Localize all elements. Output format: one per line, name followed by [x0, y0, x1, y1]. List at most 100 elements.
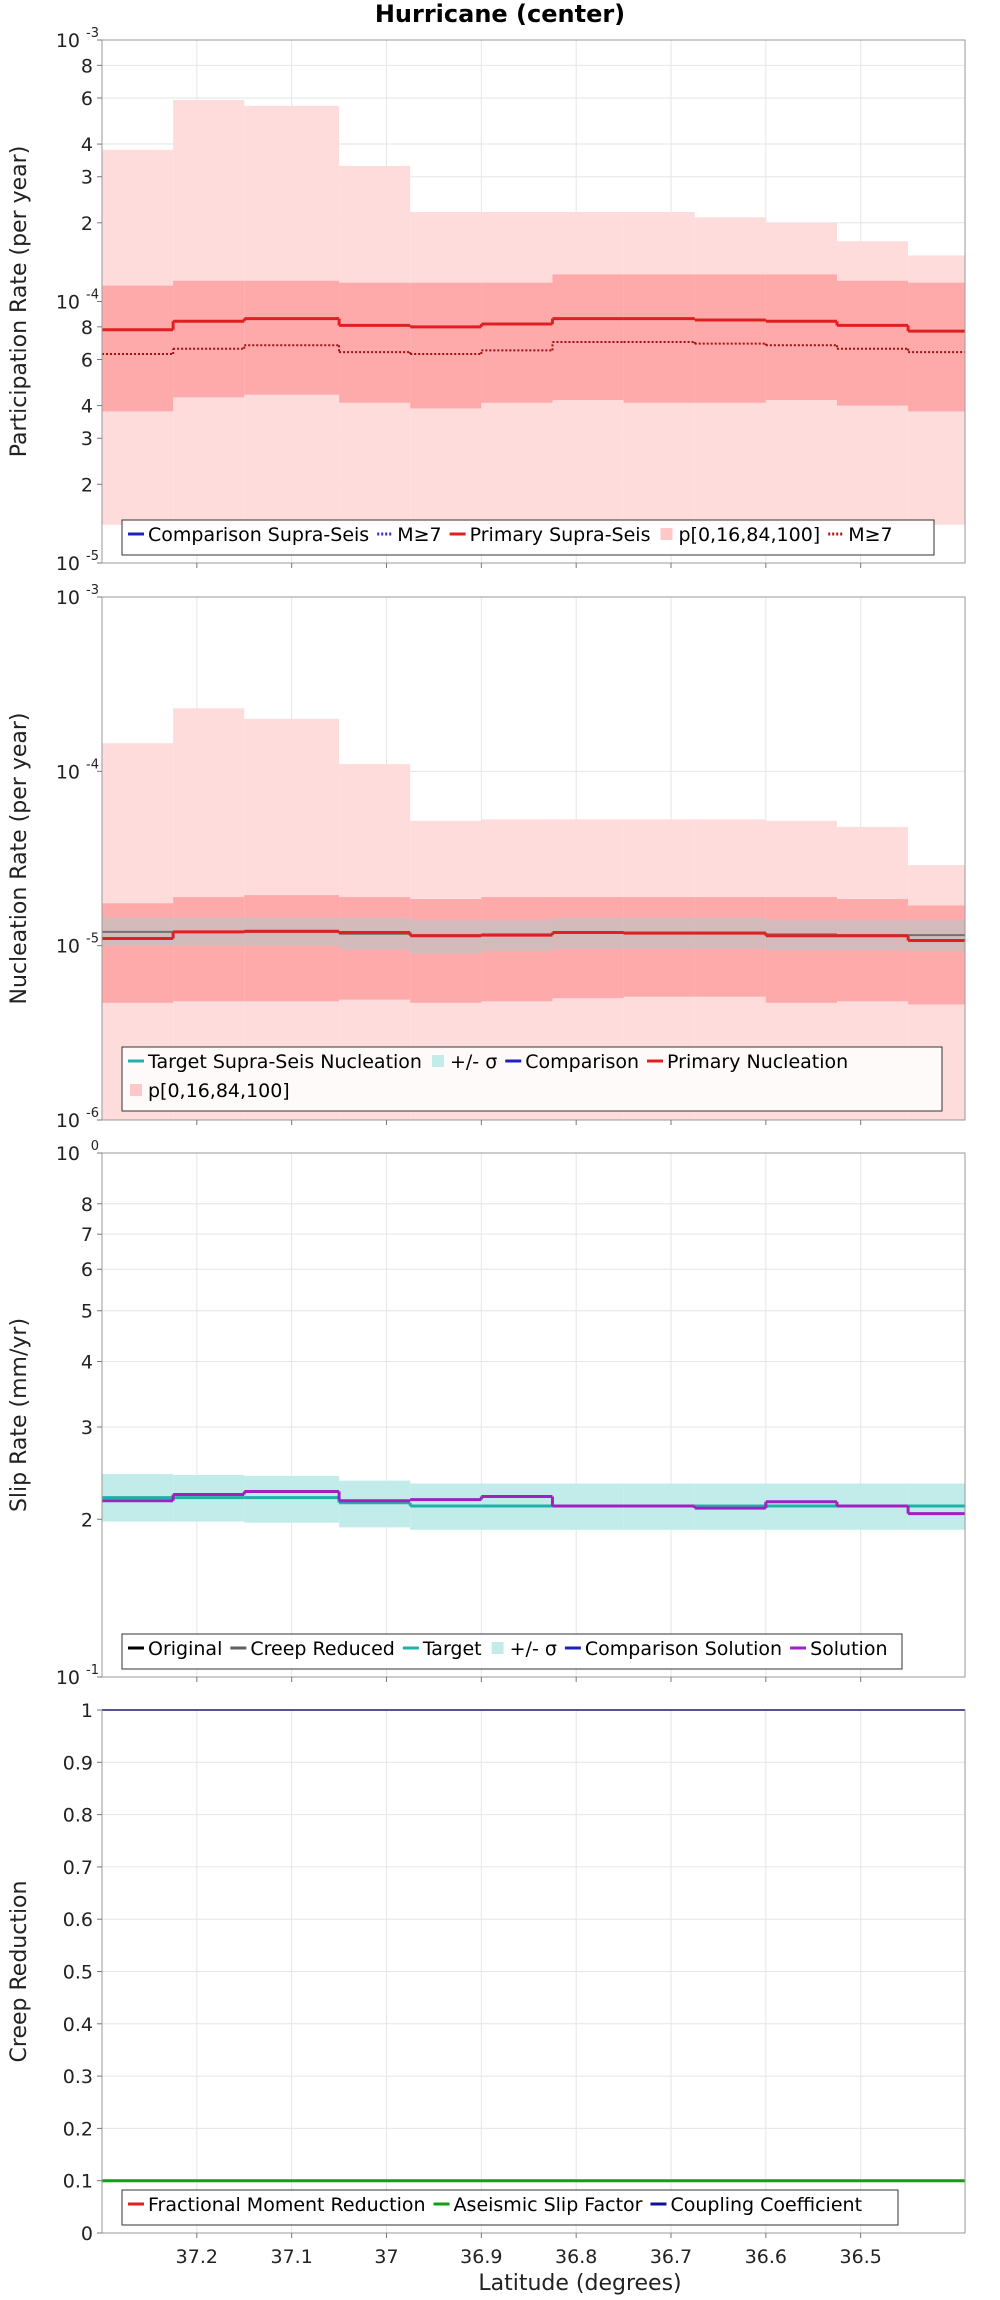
y-tick-label: 0.5: [63, 1962, 93, 1984]
y-tick-label: 10: [56, 761, 80, 783]
plot-frame: [101, 1152, 966, 1678]
x-tick-label: 36.6: [745, 2246, 787, 2268]
y-tick-label: 5: [81, 1301, 93, 1323]
y-tick-label: 0.6: [63, 1909, 93, 1931]
y-tick-label: 3: [81, 167, 93, 189]
legend-swatch: [660, 528, 673, 540]
legend-label: +/- σ: [510, 1638, 557, 1660]
y-tick-exponent: -6: [86, 1106, 99, 1121]
y-tick-label: 3: [81, 428, 93, 450]
y-tick-exponent: -3: [86, 26, 99, 41]
legend-box: [121, 519, 935, 556]
y-tick-label: 0: [81, 2223, 93, 2245]
band-segment: [481, 282, 553, 403]
y-tick-label: 1: [81, 1700, 93, 1722]
y-tick-label: 10: [56, 1143, 80, 1165]
legend-label: Target Supra-Seis Nucleation: [147, 1051, 422, 1073]
legend-label: Primary Supra-Seis: [470, 524, 651, 546]
legend-label: Aseismic Slip Factor: [454, 2194, 643, 2216]
x-tick-label: 37.2: [176, 2246, 218, 2268]
x-tick-label: 36.7: [650, 2246, 692, 2268]
panel-4: 1 0.9 0.8 0.7 0.6 0.5 0.4 0.3 0.2 0.1 0 37.2 37.1 37 3…: [7, 1700, 966, 2268]
y-tick-label: 0.2: [63, 2118, 93, 2140]
y-tick-exponent: -5: [86, 932, 99, 947]
y-tick-label: 6: [81, 1259, 93, 1281]
y-tick-exponent: -4: [86, 288, 99, 303]
x-tick-label: 37: [374, 2246, 398, 2268]
x-tick-label: 37.1: [271, 2246, 313, 2268]
band-segment: [244, 895, 340, 1002]
band-segment: [836, 280, 909, 406]
legend-swatch: [431, 1055, 444, 1067]
y-axis-label: Creep Reduction: [7, 1881, 32, 2063]
y-tick-label: 0.3: [63, 2066, 93, 2088]
legend-box: [121, 1046, 943, 1112]
y-tick-label: 8: [81, 55, 93, 77]
band-segment: [908, 282, 965, 412]
x-axis-label: Latitude (degrees): [478, 2271, 681, 2296]
y-tick-label: 4: [81, 134, 93, 156]
y-tick-label: 10: [56, 1110, 80, 1132]
legend-label: p[0,16,84,100]: [678, 524, 820, 546]
band-segment: [244, 280, 340, 395]
band-segment: [410, 282, 482, 409]
x-tick-label: 36.5: [840, 2246, 882, 2268]
plot-area: [102, 1153, 965, 1677]
band-segment: [244, 1475, 340, 1523]
y-tick-label: 10: [56, 936, 80, 958]
y-tick-label: 0.4: [63, 2014, 93, 2036]
y-tick-label: 2: [81, 474, 93, 496]
band-segment: [694, 274, 766, 403]
y-tick-label: 4: [81, 396, 93, 418]
band-segment: [102, 285, 174, 412]
plot-frame: [101, 596, 966, 1121]
y-tick-label: 0.7: [63, 1857, 93, 1879]
legend: Comparison Supra-Seis M≥7 Primary Supra-Se…: [121, 519, 935, 556]
legend: Target Supra-Seis Nucleation +/- σ Compari…: [121, 1046, 943, 1112]
x-tick-label: 36.9: [460, 2246, 502, 2268]
legend: Original Creep Reduced Target +/- σ Comparis…: [121, 1633, 903, 1670]
legend-label: Primary Nucleation: [667, 1051, 848, 1073]
y-tick-exponent: -3: [86, 583, 99, 598]
legend-label: Comparison Solution: [585, 1638, 782, 1660]
legend-label: M≥7: [848, 524, 892, 546]
y-tick-label: 0.8: [63, 1805, 93, 1827]
legend-box: [121, 1633, 903, 1670]
legend-label: Comparison Supra-Seis: [148, 524, 369, 546]
y-tick-label: 10: [56, 30, 80, 52]
legend-label: +/- σ: [450, 1051, 497, 1073]
legend-label: Comparison: [525, 1051, 639, 1073]
band-segment: [173, 280, 245, 398]
y-tick-label: 0.9: [63, 1752, 93, 1774]
legend-label: Solution: [810, 1638, 887, 1660]
y-tick-label: 7: [81, 1224, 93, 1246]
y-tick-exponent: -5: [86, 549, 99, 564]
y-axis-label: Nucleation Rate (per year): [7, 713, 32, 1005]
y-tick-label: 8: [81, 317, 93, 339]
band-segment: [623, 274, 695, 403]
y-tick-label: 6: [81, 350, 93, 372]
panel-1: 10 -3 8 6 4 3 2 10 -4 8 6 4 3 2 10 -5 Participation Rate…: [7, 26, 966, 575]
legend-label: Original: [148, 1638, 222, 1660]
panel-2: 10 -3 10 -4 10 -5 10 -6 Nucleation Rate (per yea…: [7, 583, 966, 1132]
y-tick-label: 10: [56, 1667, 80, 1689]
legend-label: Coupling Coefficient: [670, 2194, 862, 2216]
y-tick-label: 10: [56, 587, 80, 609]
band-segment: [173, 897, 245, 1002]
band-segment: [339, 282, 411, 403]
band-segment: [765, 274, 837, 401]
y-tick-label: 10: [56, 292, 80, 314]
legend-label: Fractional Moment Reduction: [148, 2194, 426, 2216]
y-tick-label: 2: [81, 1509, 93, 1531]
legend-box: [121, 2189, 899, 2226]
y-axis-label: Slip Rate (mm/yr): [7, 1318, 32, 1512]
legend-label: Creep Reduced: [250, 1638, 394, 1660]
y-tick-label: 2: [81, 213, 93, 235]
band-segment: [552, 274, 624, 401]
y-tick-label: 8: [81, 1194, 93, 1216]
legend-label: M≥7: [397, 524, 441, 546]
y-tick-label: 3: [81, 1417, 93, 1439]
y-tick-label: 4: [81, 1352, 93, 1374]
y-tick-label: 0.1: [63, 2171, 93, 2193]
y-tick-exponent: 0: [91, 1139, 99, 1154]
